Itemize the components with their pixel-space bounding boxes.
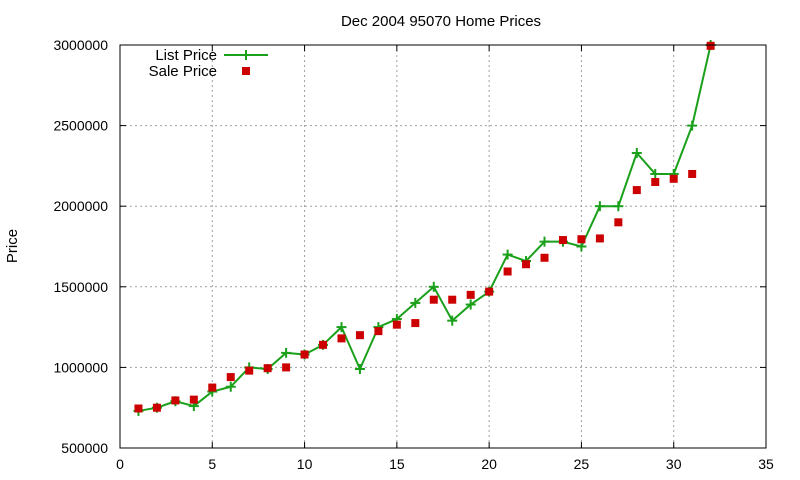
sale-price-point — [245, 366, 254, 375]
sale-price-point — [263, 364, 272, 373]
sale-price-point — [226, 373, 235, 382]
list-price-point — [336, 322, 347, 333]
list-price-point — [502, 249, 513, 260]
list-price-point — [410, 297, 421, 308]
plot-series — [133, 40, 716, 416]
sale-price-point — [429, 295, 438, 304]
x-tick-label: 20 — [481, 456, 497, 472]
sale-price-point — [540, 253, 549, 262]
x-tick-label: 15 — [389, 456, 405, 472]
sale-price-point — [152, 403, 161, 412]
sale-price-point — [300, 350, 309, 359]
y-tick-label: 1000000 — [53, 359, 108, 375]
sale-price-point — [688, 169, 697, 178]
sale-price-point — [466, 290, 475, 299]
x-tick-label: 35 — [758, 456, 774, 472]
axis-ticks: 0 5 10 15 20 25 30 35 500000 1000000 1500000 200000… — [53, 37, 774, 472]
list-price-point — [650, 168, 661, 179]
sale-price-point — [392, 320, 401, 329]
list-price-point — [613, 201, 624, 212]
sale-price-point — [651, 178, 660, 187]
x-tick-label: 30 — [666, 456, 682, 472]
sale-price-point — [503, 267, 512, 276]
series-sale-price — [134, 41, 715, 413]
sale-price-point — [189, 395, 198, 404]
list-price-point — [594, 201, 605, 212]
sale-price-point — [411, 319, 420, 328]
list-price-line — [138, 44, 712, 412]
chart-title: Dec 2004 95070 Home Prices — [341, 13, 541, 30]
legend-marker-list-price — [241, 50, 251, 60]
list-price-point — [687, 120, 698, 131]
sale-price-point — [706, 41, 715, 50]
legend-label-sale-price: Sale Price — [149, 63, 217, 80]
sale-price-point — [577, 235, 586, 244]
sale-price-point — [282, 363, 291, 372]
grid — [120, 45, 766, 448]
y-tick-label: 1500000 — [53, 279, 108, 295]
list-price-point — [428, 281, 439, 292]
sale-price-point — [448, 295, 457, 304]
legend-label-list-price: List Price — [155, 47, 217, 64]
list-price-point — [447, 315, 458, 326]
y-tick-label: 2500000 — [53, 118, 108, 134]
sale-price-point — [208, 383, 217, 392]
sale-price-point — [171, 396, 180, 405]
series-list-price — [133, 40, 716, 416]
sale-price-point — [374, 327, 383, 336]
list-price-point — [281, 347, 292, 358]
sale-price-point — [669, 174, 678, 183]
sale-price-point — [522, 260, 531, 269]
sale-price-point — [595, 234, 604, 243]
sale-price-point — [355, 331, 364, 340]
sale-price-point — [134, 404, 143, 413]
y-tick-label: 3000000 — [53, 37, 108, 53]
y-axis-label: Price — [4, 229, 21, 263]
list-price-point — [354, 364, 365, 375]
list-price-point — [465, 299, 476, 310]
sale-price-point — [337, 334, 346, 343]
sale-price-point — [485, 287, 494, 296]
x-tick-label: 0 — [116, 456, 124, 472]
legend: List Price Sale Price — [149, 47, 268, 80]
plot-frame — [119, 44, 767, 449]
sale-price-point — [632, 186, 641, 195]
x-tick-label: 5 — [208, 456, 216, 472]
sale-price-point — [558, 236, 567, 245]
list-price-point — [631, 148, 642, 159]
list-price-point — [539, 236, 550, 247]
x-tick-label: 10 — [297, 456, 313, 472]
y-tick-label: 500000 — [61, 440, 108, 456]
legend-marker-sale-price — [242, 67, 250, 75]
sale-price-point — [614, 218, 623, 227]
x-tick-label: 25 — [574, 456, 590, 472]
y-tick-label: 2000000 — [53, 198, 108, 214]
sale-price-point — [319, 340, 328, 349]
list-price-point — [225, 381, 236, 392]
